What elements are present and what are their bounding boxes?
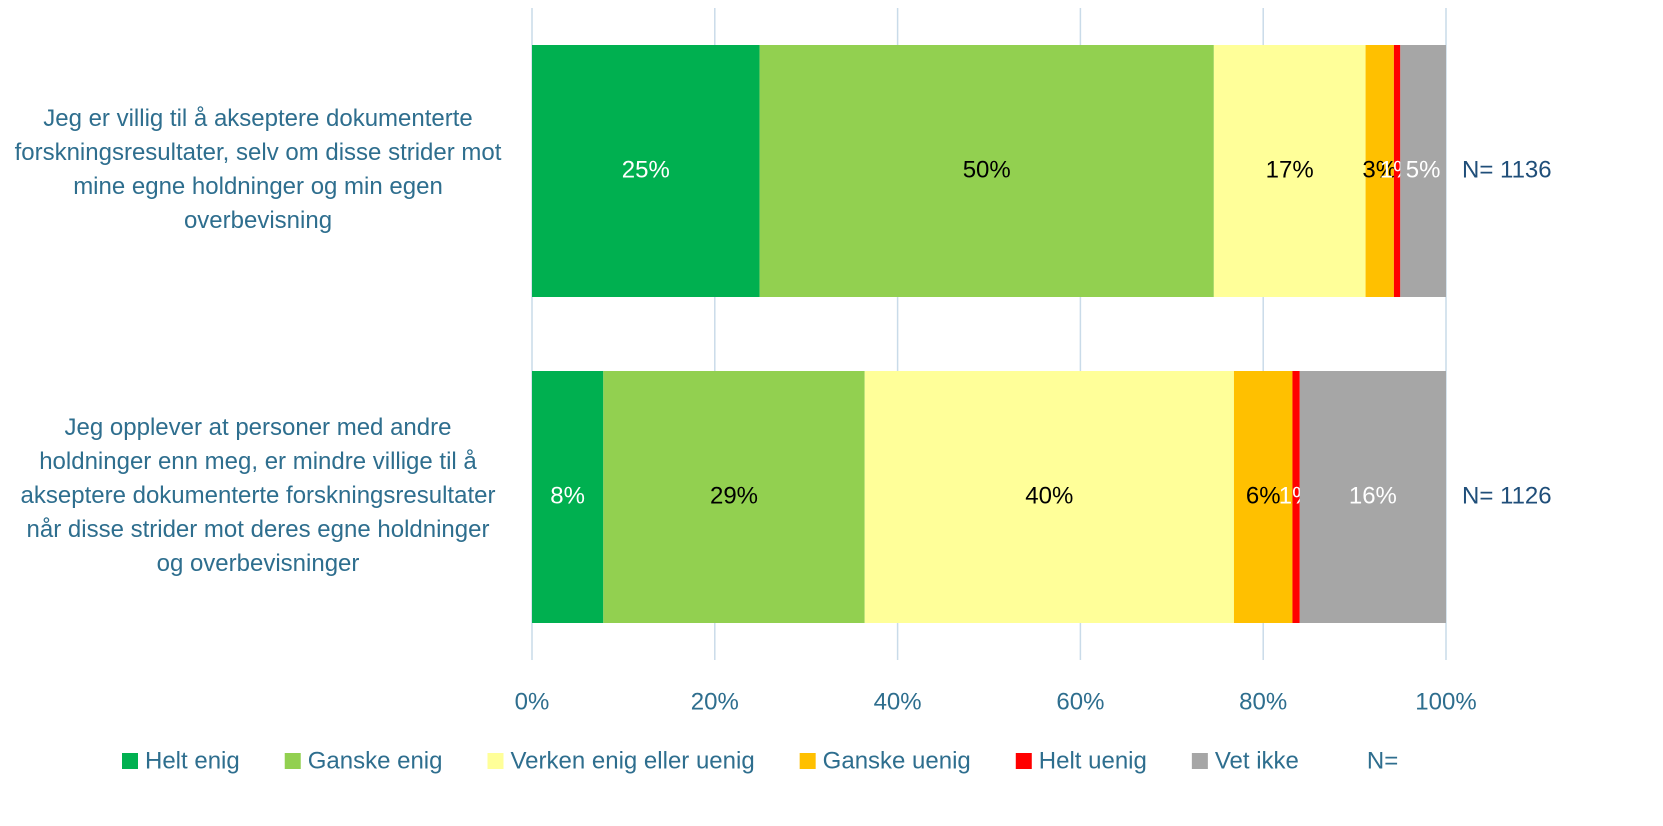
legend-label: Ganske uenig bbox=[823, 747, 971, 774]
category-line: forskningsresultater, selv om disse stri… bbox=[15, 139, 502, 166]
data-label: 29% bbox=[710, 482, 758, 509]
legend-swatch bbox=[1015, 753, 1032, 769]
data-label: 3% bbox=[1362, 156, 1397, 183]
legend-swatch bbox=[284, 753, 301, 769]
x-tick-label: 0% bbox=[515, 688, 550, 715]
category-line: Jeg opplever at personer med andre bbox=[65, 414, 452, 441]
bar-segment bbox=[1292, 371, 1300, 623]
bar-segment bbox=[532, 371, 604, 623]
bar-segment bbox=[759, 45, 1214, 297]
legend-swatch bbox=[122, 753, 138, 769]
category-line: overbevisning bbox=[184, 207, 332, 234]
data-label: 17% bbox=[1266, 156, 1314, 183]
category-line: holdninger enn meg, er mindre villige ti… bbox=[39, 448, 477, 475]
legend-label: Helt uenig bbox=[1039, 747, 1147, 774]
bar-segment bbox=[532, 45, 760, 297]
bar-segment bbox=[1400, 45, 1446, 297]
category-line: når disse strider mot deres egne holdnin… bbox=[27, 516, 490, 543]
data-label: 6% bbox=[1246, 482, 1281, 509]
category-label: Jeg er villig til å akseptere dokumenter… bbox=[15, 105, 502, 234]
category-line: og overbevisninger bbox=[157, 550, 360, 577]
category-line: Jeg er villig til å akseptere dokumenter… bbox=[43, 105, 473, 132]
bar-segment bbox=[864, 371, 1234, 623]
bar-segment bbox=[603, 371, 865, 623]
n-label: N= 1136 bbox=[1462, 156, 1552, 183]
legend-label: Vet ikke bbox=[1215, 747, 1299, 774]
legend-swatch bbox=[1191, 753, 1208, 769]
bar-segment bbox=[1393, 45, 1401, 297]
data-label: 5% bbox=[1406, 156, 1441, 183]
legend-label: Ganske enig bbox=[308, 747, 443, 774]
n-label: N= 1126 bbox=[1462, 482, 1552, 509]
bar-segment bbox=[1299, 371, 1446, 623]
legend-swatch bbox=[487, 753, 504, 769]
bar-segment bbox=[1213, 45, 1366, 297]
category-line: akseptere dokumenterte forskningsresulta… bbox=[21, 482, 496, 509]
x-tick-label: 40% bbox=[874, 688, 922, 715]
data-label: 50% bbox=[963, 156, 1011, 183]
legend-label: N= bbox=[1367, 747, 1398, 774]
bar-segment bbox=[1365, 45, 1394, 297]
data-label: 25% bbox=[622, 156, 670, 183]
x-tick-label: 80% bbox=[1239, 688, 1287, 715]
data-label: 40% bbox=[1025, 482, 1073, 509]
category-label: Jeg opplever at personer med andre holdni… bbox=[21, 414, 496, 577]
data-label: 8% bbox=[550, 482, 585, 509]
x-tick-label: 100% bbox=[1415, 688, 1476, 715]
legend-label: Helt enig bbox=[145, 747, 240, 774]
legend-swatch bbox=[799, 753, 816, 769]
data-label: 16% bbox=[1349, 482, 1397, 509]
legend-label: Verken enig eller uenig bbox=[511, 747, 755, 774]
x-tick-label: 20% bbox=[691, 688, 739, 715]
category-line: mine egne holdninger og min egen bbox=[73, 173, 443, 200]
bar-segment bbox=[1233, 371, 1293, 623]
x-tick-label: 60% bbox=[1056, 688, 1104, 715]
